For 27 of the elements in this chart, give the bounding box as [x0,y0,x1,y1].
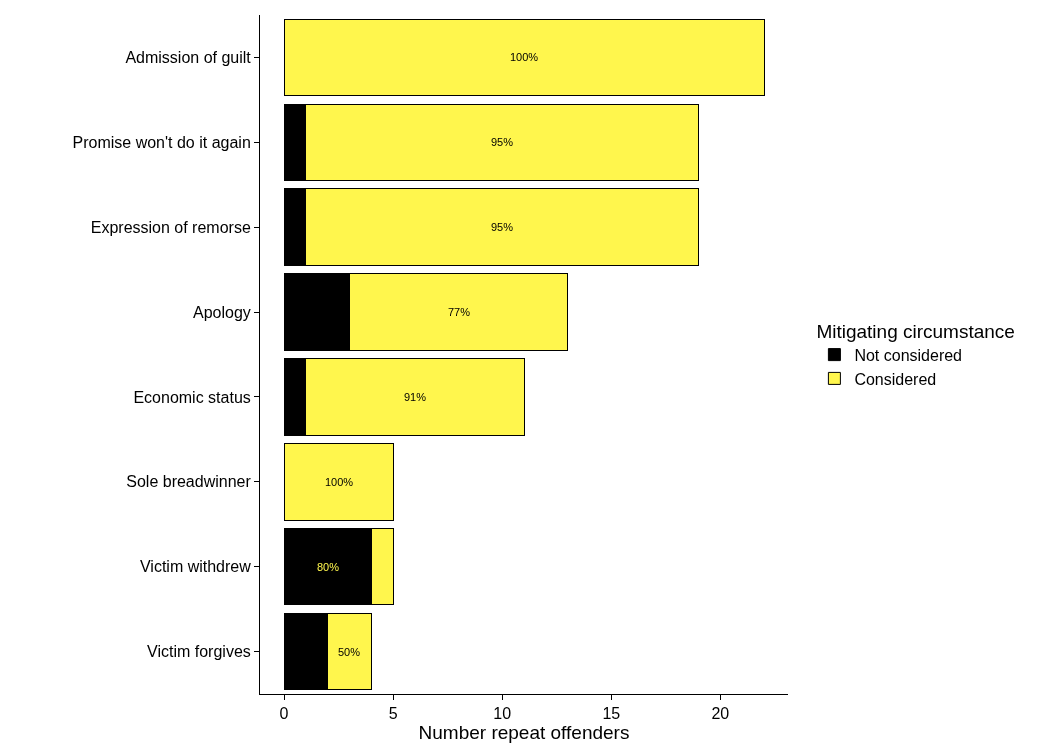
legend-title: Mitigating circumstance [816,320,1015,342]
annotation: 77% [448,306,471,318]
y-tick-label: Victim forgives [147,643,251,661]
annotation: 100% [325,476,354,488]
x-tick-label: 5 [388,705,398,723]
y-tick-label: Sole breadwinner [126,473,252,491]
bar [283,18,765,97]
annotation: 95% [491,136,514,148]
annotation: 91% [404,391,427,403]
y-tick-label: Economic status [133,388,251,406]
x-tick-label: 10 [493,705,512,723]
bar [283,443,394,521]
x-tick-label: 20 [711,705,730,723]
legend-label: Considered [854,370,937,388]
annotation: 100% [510,51,539,63]
y-tick-label: Promise won't do it again [72,133,251,151]
y-tick-label: Admission of guilt [125,49,252,67]
x-tick-label: 0 [279,705,289,723]
legend-label: Not considered [854,346,963,364]
y-tick-label: Expression of remorse [90,218,251,236]
y-tick-label: Victim withdrew [139,558,252,576]
x-axis-title: Number repeat offenders [418,722,630,744]
annotation: 95% [491,221,514,233]
y-tick-label: Apology [192,303,251,321]
x-tick-label: 15 [602,705,621,723]
annotation: 80% [317,561,340,573]
annotation: 50% [338,646,361,658]
